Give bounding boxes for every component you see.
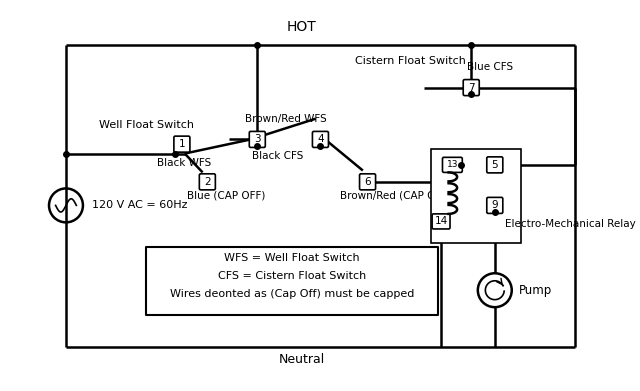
Text: Neutral: Neutral xyxy=(278,353,324,366)
Text: 7: 7 xyxy=(468,83,474,93)
Text: 13: 13 xyxy=(447,160,458,169)
FancyBboxPatch shape xyxy=(487,197,503,213)
FancyBboxPatch shape xyxy=(487,157,503,173)
Text: Brown/Red (CAP OFF): Brown/Red (CAP OFF) xyxy=(340,190,451,200)
FancyBboxPatch shape xyxy=(432,214,450,229)
Text: Electro-Mechanical Relay: Electro-Mechanical Relay xyxy=(505,219,636,229)
FancyBboxPatch shape xyxy=(312,131,328,147)
Text: 2: 2 xyxy=(204,177,211,187)
Text: 120 V AC = 60Hz: 120 V AC = 60Hz xyxy=(92,201,188,210)
FancyBboxPatch shape xyxy=(463,80,479,95)
Text: HOT: HOT xyxy=(287,20,316,34)
Text: Well Float Switch: Well Float Switch xyxy=(99,120,193,130)
FancyBboxPatch shape xyxy=(442,157,462,172)
Text: Blue CFS: Blue CFS xyxy=(467,62,513,72)
Text: 3: 3 xyxy=(254,135,260,144)
Text: 1: 1 xyxy=(179,139,185,149)
Text: 4: 4 xyxy=(317,135,324,144)
Text: Black WFS: Black WFS xyxy=(157,158,211,168)
Text: Blue (CAP OFF): Blue (CAP OFF) xyxy=(187,190,266,200)
Text: Black CFS: Black CFS xyxy=(252,151,304,161)
Text: Brown/Red WFS: Brown/Red WFS xyxy=(244,114,326,124)
Text: 5: 5 xyxy=(492,160,498,170)
Text: Pump: Pump xyxy=(519,284,552,297)
Text: 14: 14 xyxy=(435,216,448,226)
Text: Cistern Float Switch: Cistern Float Switch xyxy=(355,56,465,66)
Text: WFS = Well Float Switch
CFS = Cistern Float Switch
Wires deonted as (Cap Off) mu: WFS = Well Float Switch CFS = Cistern Fl… xyxy=(170,253,414,299)
Text: 6: 6 xyxy=(364,177,371,187)
FancyBboxPatch shape xyxy=(250,131,266,147)
FancyBboxPatch shape xyxy=(360,174,376,190)
Bar xyxy=(146,247,438,315)
Text: 9: 9 xyxy=(492,201,498,210)
FancyBboxPatch shape xyxy=(199,174,215,190)
FancyBboxPatch shape xyxy=(174,136,190,152)
Bar xyxy=(431,149,521,243)
